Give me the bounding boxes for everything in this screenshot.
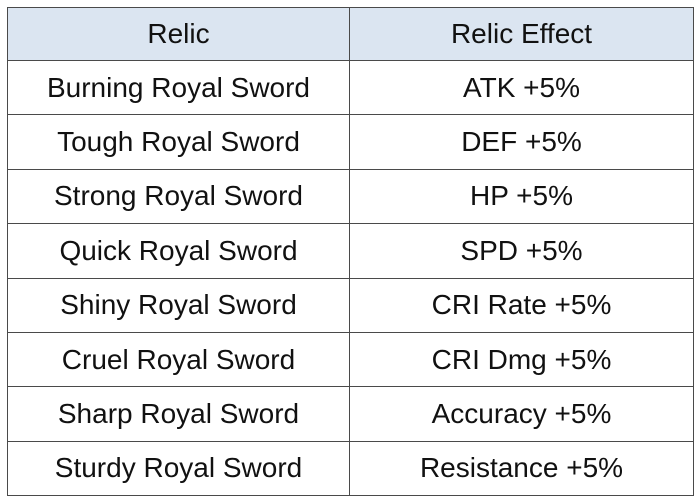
relic-name-cell: Sturdy Royal Sword: [7, 440, 350, 497]
relic-effect-cell: SPD +5%: [349, 223, 694, 279]
relic-name-cell: Sharp Royal Sword: [7, 386, 350, 442]
header-relic-effect: Relic Effect: [349, 7, 694, 61]
relic-name-cell: Tough Royal Sword: [7, 114, 350, 170]
relic-effect-cell: HP +5%: [349, 168, 694, 225]
table-row: Strong Royal Sword HP +5%: [7, 168, 694, 225]
table-row: Tough Royal Sword DEF +5%: [7, 114, 694, 170]
relic-name-cell: Quick Royal Sword: [7, 223, 350, 279]
relic-effect-cell: Resistance +5%: [349, 440, 694, 497]
relic-table-container: Relic Relic Effect Burning Royal Sword A…: [7, 7, 694, 497]
header-relic: Relic: [7, 7, 350, 61]
relic-effect-cell: CRI Dmg +5%: [349, 331, 694, 388]
relic-effect-cell: Accuracy +5%: [349, 386, 694, 442]
relic-name-cell: Burning Royal Sword: [7, 59, 350, 116]
table-row: Sturdy Royal Sword Resistance +5%: [7, 440, 694, 497]
relic-name-cell: Strong Royal Sword: [7, 168, 350, 225]
relic-name-cell: Shiny Royal Sword: [7, 277, 350, 333]
relic-effect-cell: DEF +5%: [349, 114, 694, 170]
table-row: Quick Royal Sword SPD +5%: [7, 223, 694, 279]
table-row: Shiny Royal Sword CRI Rate +5%: [7, 277, 694, 333]
table-row: Sharp Royal Sword Accuracy +5%: [7, 386, 694, 442]
relic-name-cell: Cruel Royal Sword: [7, 331, 350, 388]
table-row: Burning Royal Sword ATK +5%: [7, 59, 694, 116]
relic-effect-cell: CRI Rate +5%: [349, 277, 694, 333]
relic-table: Relic Relic Effect Burning Royal Sword A…: [7, 7, 694, 497]
table-row: Cruel Royal Sword CRI Dmg +5%: [7, 331, 694, 388]
relic-effect-cell: ATK +5%: [349, 59, 694, 116]
table-header-row: Relic Relic Effect: [7, 7, 694, 61]
